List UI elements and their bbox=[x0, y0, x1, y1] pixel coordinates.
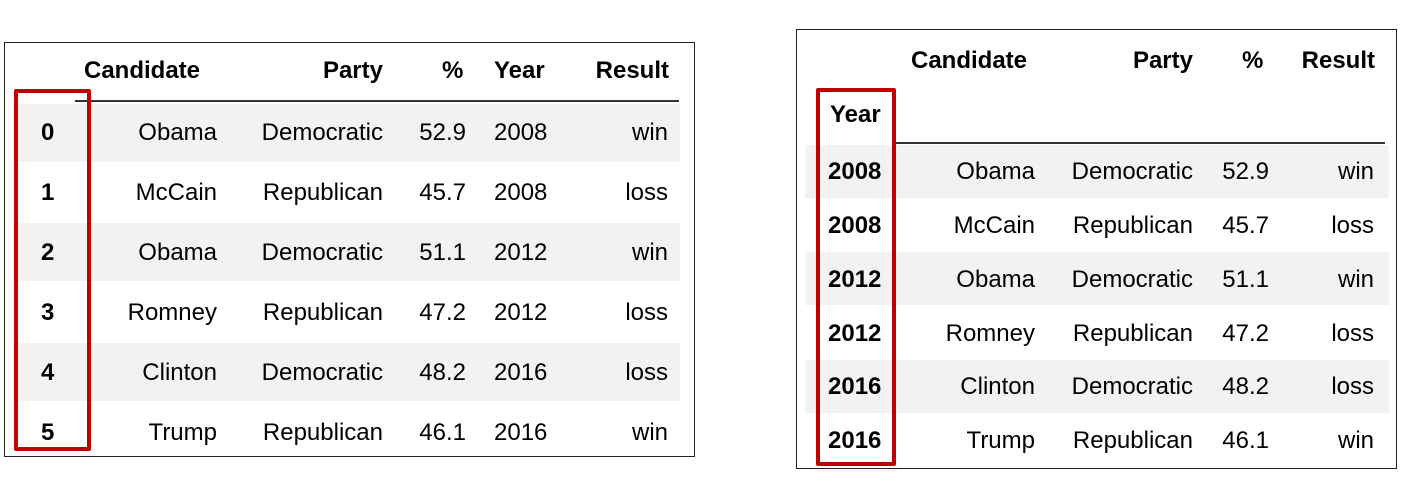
cell-year: 2016 bbox=[494, 419, 548, 446]
cell-party: Democratic bbox=[261, 119, 383, 146]
cell-party: Republican bbox=[1072, 212, 1193, 239]
cell-result: win bbox=[1337, 158, 1374, 185]
cell-pct: 51.1 bbox=[419, 239, 466, 266]
cell-party: Republican bbox=[262, 179, 383, 206]
cell-pct: 47.2 bbox=[1222, 320, 1269, 347]
row-stripe bbox=[13, 223, 680, 281]
dataframe-year-index: Candidate Party % Result Year 2008 Obama… bbox=[796, 29, 1397, 469]
cell-candidate: Obama bbox=[138, 119, 217, 146]
cell-year: 2008 bbox=[494, 179, 548, 206]
cell-result: win bbox=[1337, 427, 1374, 454]
cell-result: win bbox=[1337, 266, 1374, 293]
row-stripe bbox=[805, 252, 1389, 305]
row-index: 2 bbox=[41, 239, 55, 266]
cell-pct: 47.2 bbox=[419, 299, 466, 326]
col-header-candidate: Candidate bbox=[911, 47, 1028, 74]
cell-party: Democratic bbox=[1071, 266, 1193, 293]
row-stripe bbox=[13, 343, 680, 401]
dataframe-default-index: Candidate Party % Year Result 0 Obama De… bbox=[4, 42, 695, 457]
cell-candidate: McCain bbox=[135, 179, 217, 206]
cell-candidate: Trump bbox=[148, 419, 217, 446]
row-index: 5 bbox=[41, 419, 55, 446]
row-index: 2008 bbox=[828, 212, 882, 239]
row-stripe bbox=[805, 360, 1389, 413]
cell-party: Republican bbox=[262, 419, 383, 446]
cell-party: Democratic bbox=[1071, 158, 1193, 185]
cell-party: Democratic bbox=[1071, 373, 1193, 400]
cell-party: Republican bbox=[262, 299, 383, 326]
index-name-year: Year bbox=[830, 101, 881, 128]
index-highlight-box bbox=[14, 89, 91, 451]
col-header-pct: % bbox=[1242, 47, 1264, 74]
cell-candidate: Romney bbox=[127, 299, 217, 326]
cell-result: loss bbox=[625, 179, 668, 206]
col-header-year: Year bbox=[494, 57, 545, 84]
row-index: 2012 bbox=[828, 266, 882, 293]
row-index: 2016 bbox=[828, 373, 882, 400]
cell-result: loss bbox=[625, 299, 668, 326]
row-index: 1 bbox=[41, 179, 55, 206]
cell-result: win bbox=[631, 119, 668, 146]
cell-pct: 52.9 bbox=[419, 119, 466, 146]
index-highlight-box bbox=[816, 88, 896, 466]
cell-candidate: Romney bbox=[945, 320, 1035, 347]
header-divider bbox=[893, 142, 1385, 144]
cell-pct: 46.1 bbox=[419, 419, 466, 446]
cell-candidate: Trump bbox=[966, 427, 1035, 454]
row-stripe bbox=[805, 145, 1389, 198]
cell-result: loss bbox=[625, 359, 668, 386]
col-header-result: Result bbox=[1301, 47, 1375, 74]
cell-pct: 51.1 bbox=[1222, 266, 1269, 293]
row-index: 3 bbox=[41, 299, 55, 326]
cell-result: win bbox=[631, 419, 668, 446]
row-index: 2016 bbox=[828, 427, 882, 454]
col-header-pct: % bbox=[442, 57, 464, 84]
cell-party: Democratic bbox=[261, 239, 383, 266]
cell-year: 2012 bbox=[494, 299, 548, 326]
cell-result: win bbox=[631, 239, 668, 266]
row-stripe bbox=[13, 104, 680, 162]
col-header-party: Party bbox=[322, 57, 383, 84]
cell-result: loss bbox=[1331, 373, 1374, 400]
cell-year: 2016 bbox=[494, 359, 548, 386]
cell-pct: 45.7 bbox=[419, 179, 466, 206]
row-index: 2008 bbox=[828, 158, 882, 185]
cell-year: 2012 bbox=[494, 239, 548, 266]
cell-candidate: Clinton bbox=[142, 359, 217, 386]
row-index: 4 bbox=[41, 359, 55, 386]
cell-candidate: Clinton bbox=[960, 373, 1035, 400]
col-header-party: Party bbox=[1132, 47, 1193, 74]
cell-pct: 45.7 bbox=[1222, 212, 1269, 239]
cell-candidate: Obama bbox=[956, 158, 1035, 185]
cell-party: Republican bbox=[1072, 320, 1193, 347]
col-header-result: Result bbox=[595, 57, 669, 84]
cell-result: loss bbox=[1331, 212, 1374, 239]
header-divider bbox=[75, 100, 679, 102]
cell-pct: 48.2 bbox=[419, 359, 466, 386]
cell-result: loss bbox=[1331, 320, 1374, 347]
col-header-candidate: Candidate bbox=[84, 57, 201, 84]
cell-candidate: McCain bbox=[953, 212, 1035, 239]
cell-candidate: Obama bbox=[956, 266, 1035, 293]
cell-party: Democratic bbox=[261, 359, 383, 386]
cell-pct: 46.1 bbox=[1222, 427, 1269, 454]
row-index: 2012 bbox=[828, 320, 882, 347]
cell-year: 2008 bbox=[494, 119, 548, 146]
cell-pct: 48.2 bbox=[1222, 373, 1269, 400]
row-index: 0 bbox=[41, 119, 55, 146]
cell-candidate: Obama bbox=[138, 239, 217, 266]
cell-party: Republican bbox=[1072, 427, 1193, 454]
cell-pct: 52.9 bbox=[1222, 158, 1269, 185]
